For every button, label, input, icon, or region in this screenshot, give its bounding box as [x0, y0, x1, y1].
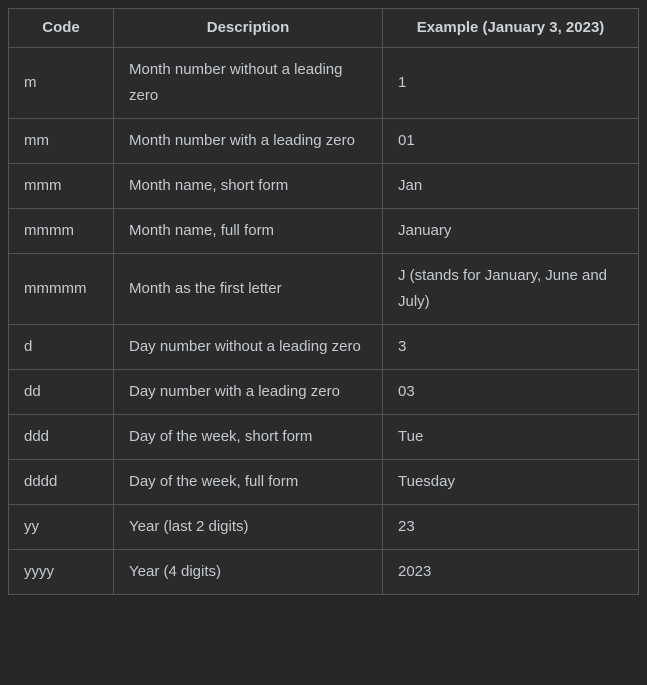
table-row: dddd Day of the week, full form Tuesday — [8, 459, 639, 505]
example-cell: January — [382, 208, 639, 254]
description-cell: Year (4 digits) — [113, 549, 383, 595]
column-header-example: Example (January 3, 2023) — [382, 8, 639, 48]
code-cell: d — [8, 324, 114, 370]
example-cell: 2023 — [382, 549, 639, 595]
code-cell: yyyy — [8, 549, 114, 595]
description-cell: Month name, full form — [113, 208, 383, 254]
description-cell: Month name, short form — [113, 163, 383, 209]
description-cell: Day number without a leading zero — [113, 324, 383, 370]
code-cell: dd — [8, 369, 114, 415]
example-cell: J (stands for January, June and July) — [382, 253, 639, 325]
example-cell: Jan — [382, 163, 639, 209]
table-row: m Month number without a leading zero 1 — [8, 47, 639, 119]
code-cell: mmm — [8, 163, 114, 209]
example-cell: 23 — [382, 504, 639, 550]
table-row: d Day number without a leading zero 3 — [8, 324, 639, 370]
table-row: yy Year (last 2 digits) 23 — [8, 504, 639, 550]
description-cell: Year (last 2 digits) — [113, 504, 383, 550]
code-cell: mmmm — [8, 208, 114, 254]
code-cell: mmmmm — [8, 253, 114, 325]
table-row: ddd Day of the week, short form Tue — [8, 414, 639, 460]
date-format-codes-table: Code Description Example (January 3, 202… — [8, 8, 639, 595]
code-cell: dddd — [8, 459, 114, 505]
description-cell: Month number with a leading zero — [113, 118, 383, 164]
table-row: mmmm Month name, full form January — [8, 208, 639, 254]
header-row: Code Description Example (January 3, 202… — [8, 8, 639, 48]
description-cell: Month number without a leading zero — [113, 47, 383, 119]
description-cell: Day of the week, short form — [113, 414, 383, 460]
example-cell: Tuesday — [382, 459, 639, 505]
example-cell: 03 — [382, 369, 639, 415]
example-cell: Tue — [382, 414, 639, 460]
table-row: mmmmm Month as the first letter J (stand… — [8, 253, 639, 325]
code-cell: ddd — [8, 414, 114, 460]
code-cell: m — [8, 47, 114, 119]
description-cell: Day number with a leading zero — [113, 369, 383, 415]
table-container: Code Description Example (January 3, 202… — [8, 8, 639, 595]
table-row: mmm Month name, short form Jan — [8, 163, 639, 209]
column-header-code: Code — [8, 8, 114, 48]
table-row: dd Day number with a leading zero 03 — [8, 369, 639, 415]
table-row: yyyy Year (4 digits) 2023 — [8, 549, 639, 595]
code-cell: yy — [8, 504, 114, 550]
example-cell: 1 — [382, 47, 639, 119]
example-cell: 3 — [382, 324, 639, 370]
column-header-description: Description — [113, 8, 383, 48]
table-row: mm Month number with a leading zero 01 — [8, 118, 639, 164]
code-cell: mm — [8, 118, 114, 164]
description-cell: Month as the first letter — [113, 253, 383, 325]
description-cell: Day of the week, full form — [113, 459, 383, 505]
example-cell: 01 — [382, 118, 639, 164]
